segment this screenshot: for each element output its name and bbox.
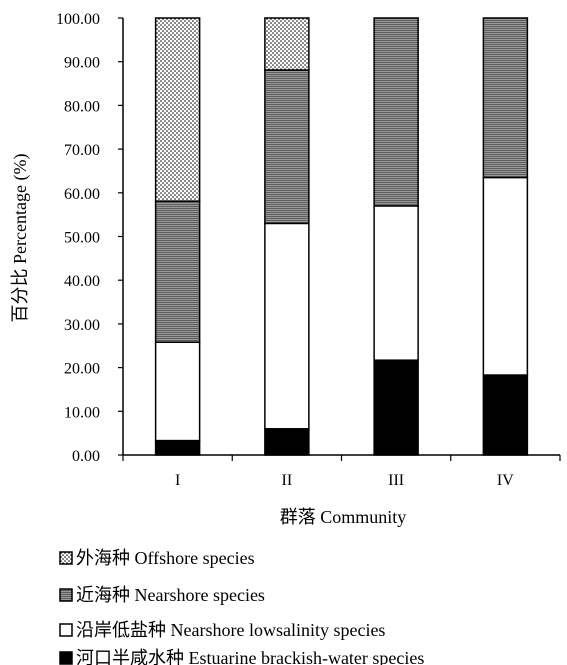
legend-label-3: 外海种 Offshore species <box>76 548 255 568</box>
bar-segment-I-series-0 <box>154 439 201 456</box>
bar-segment-III-series-2 <box>373 17 419 207</box>
y-tick-label: 30.00 <box>64 317 100 334</box>
x-tick-label: III <box>388 472 404 489</box>
x-tick-label: I <box>175 472 180 489</box>
y-tick-label: 100.00 <box>56 11 100 28</box>
x-tick-label: IV <box>497 472 514 489</box>
bar-segment-IV-series-0 <box>482 374 529 456</box>
bar-segment-IV-series-2 <box>482 17 529 179</box>
bar-segment-III-series-0 <box>373 359 419 456</box>
bar-segment-II-series-0 <box>264 428 310 456</box>
legend-label-1: 沿岸低盐种 Nearshore lowsalinity species <box>76 620 385 640</box>
bar-segment-IV-series-1 <box>482 176 529 376</box>
axes-layer: I II III IV0.0010.0020.0030.0040.0050.0060.… <box>56 11 561 489</box>
legend-swatch-0 <box>59 651 73 665</box>
y-tick-label: 90.00 <box>64 55 100 72</box>
y-tick-label: 60.00 <box>64 186 100 203</box>
bars-layer <box>154 17 529 456</box>
bar-segment-II-series-2 <box>264 69 310 225</box>
y-tick-label: 70.00 <box>64 142 100 159</box>
y-axis-title: 百分比 Percentage (%) <box>10 154 31 323</box>
bar-segment-II-series-1 <box>264 222 310 430</box>
y-tick-label: 10.00 <box>64 404 100 421</box>
legend-label-0: 河口半咸水种 Estuarine brackish-water species <box>76 648 424 665</box>
legend-swatch-1 <box>59 623 73 637</box>
legend-label-2: 近海种 Nearshore species <box>76 585 265 605</box>
legend: 外海种 Offshore species 近海种 Nearshore specie… <box>59 548 424 665</box>
x-tick-label: II <box>282 472 293 489</box>
y-tick-label: 0.00 <box>72 448 100 465</box>
bar-segment-I-series-3 <box>154 17 201 202</box>
y-tick-label: 80.00 <box>64 98 100 115</box>
x-axis-title: 群落 Community <box>280 507 407 527</box>
legend-swatch-3 <box>59 551 73 565</box>
y-tick-label: 20.00 <box>64 361 100 378</box>
bar-segment-I-series-1 <box>154 341 201 442</box>
legend-swatch-2 <box>59 588 73 602</box>
y-tick-label: 50.00 <box>64 230 100 247</box>
bar-segment-II-series-3 <box>264 17 310 71</box>
bar-segment-III-series-1 <box>373 205 419 361</box>
bar-segment-I-series-2 <box>154 200 201 344</box>
y-tick-label: 40.00 <box>64 273 100 290</box>
